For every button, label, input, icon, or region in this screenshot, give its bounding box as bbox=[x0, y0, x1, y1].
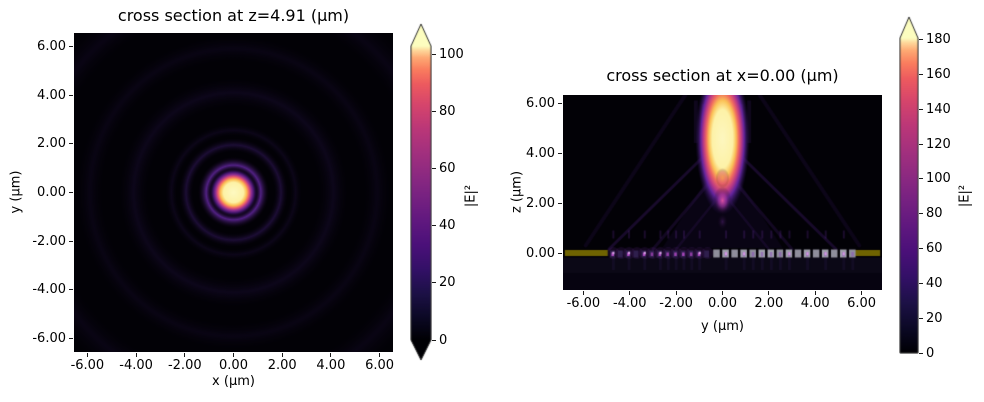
x-tick-label: 6.00 bbox=[365, 358, 395, 373]
y-tick-mark bbox=[558, 202, 562, 204]
colorbar-tick-label: 20 bbox=[926, 310, 943, 326]
colorbar-tick-label: 80 bbox=[439, 104, 456, 120]
colorbar-tick-label: 0 bbox=[439, 332, 448, 348]
x-axis-label-left: x (μm) bbox=[212, 374, 255, 389]
x-tick-mark bbox=[281, 353, 283, 357]
y-tick-label: 4.00 bbox=[37, 87, 66, 103]
colorbar-tick-mark bbox=[919, 213, 923, 215]
y-tick-mark bbox=[69, 94, 73, 96]
y-tick-mark bbox=[69, 192, 73, 193]
colorbar-label-left: |E|² bbox=[463, 184, 479, 208]
x-tick-mark bbox=[861, 291, 863, 295]
y-tick-label: -2.00 bbox=[32, 233, 66, 249]
colorbar-tick-mark bbox=[432, 282, 436, 284]
y-tick-label: 0.00 bbox=[526, 245, 555, 261]
colorbar-tick-label: 100 bbox=[926, 171, 951, 187]
x-tick-label: 6.00 bbox=[847, 296, 877, 311]
y-tick-label: -4.00 bbox=[32, 282, 66, 298]
x-tick-mark bbox=[135, 353, 137, 357]
colorbar-tick-label: 60 bbox=[926, 241, 943, 257]
y-tick-mark bbox=[69, 338, 73, 340]
x-tick-label: -4.00 bbox=[612, 296, 647, 311]
y-tick-mark bbox=[69, 240, 73, 242]
colorbar-tick-mark bbox=[919, 143, 923, 145]
x-tick-label: -2.00 bbox=[659, 296, 693, 311]
colorbar-tick-mark bbox=[919, 248, 923, 250]
colorbar-tick-mark bbox=[919, 178, 923, 180]
x-tick-mark bbox=[330, 353, 332, 357]
colorbar-tick-mark bbox=[919, 74, 923, 76]
colorbar-label-right: |E|² bbox=[957, 184, 973, 208]
x-tick-label: -2.00 bbox=[167, 358, 202, 373]
y-tick-label: -6.00 bbox=[32, 331, 66, 347]
colorbar-tick-mark bbox=[432, 54, 436, 56]
colorbar-tick-label: 80 bbox=[926, 206, 943, 222]
y-tick-label: 6.00 bbox=[37, 38, 66, 54]
colorbar-tick-label: 100 bbox=[439, 47, 464, 63]
x-tick-mark bbox=[582, 291, 584, 295]
colorbar-tick-label: 180 bbox=[926, 32, 951, 48]
y-tick-label: 0.00 bbox=[37, 185, 66, 200]
heatmap-xy-cross-section bbox=[74, 33, 393, 352]
colorbar-tick-label: 60 bbox=[439, 161, 456, 177]
chart-title-left: cross section at z=4.91 (μm) bbox=[117, 6, 350, 25]
colorbar-tick-mark bbox=[919, 282, 923, 284]
x-tick-label: 4.00 bbox=[316, 358, 346, 373]
colorbar-tick-mark bbox=[432, 225, 436, 227]
colorbar-tick-label: 140 bbox=[926, 101, 951, 117]
colorbar bbox=[410, 23, 432, 361]
y-tick-label: 2.00 bbox=[526, 195, 555, 211]
colorbar-tick-label: 40 bbox=[926, 275, 943, 291]
x-tick-label: -4.00 bbox=[119, 358, 153, 373]
y-tick-mark bbox=[69, 143, 73, 145]
x-tick-label: 4.00 bbox=[800, 296, 830, 311]
y-tick-mark bbox=[558, 152, 562, 154]
x-tick-mark bbox=[86, 353, 88, 357]
y-tick-mark bbox=[558, 102, 562, 104]
y-tick-label: 6.00 bbox=[526, 95, 555, 111]
chart-title-right: cross section at x=0.00 (μm) bbox=[606, 66, 839, 85]
x-tick-mark bbox=[814, 291, 816, 295]
y-tick-mark bbox=[69, 289, 73, 291]
colorbar bbox=[899, 16, 919, 354]
x-axis-label-right: y (μm) bbox=[701, 319, 744, 334]
x-tick-mark bbox=[629, 291, 631, 295]
x-tick-label: -6.00 bbox=[70, 358, 105, 373]
x-tick-label: -6.00 bbox=[566, 296, 601, 311]
x-tick-mark bbox=[184, 353, 186, 357]
colorbar-tick-mark bbox=[919, 352, 923, 354]
x-tick-label: 0.00 bbox=[708, 296, 737, 311]
colorbar-tick-mark bbox=[432, 111, 436, 113]
heatmap-yz-cross-section bbox=[563, 95, 882, 290]
colorbar-tick-mark bbox=[919, 108, 923, 110]
x-tick-label: 2.00 bbox=[754, 296, 784, 311]
colorbar-tick-mark bbox=[432, 339, 436, 341]
y-tick-label: 4.00 bbox=[526, 145, 555, 161]
x-tick-mark bbox=[722, 291, 723, 295]
x-tick-mark bbox=[768, 291, 770, 295]
x-tick-mark bbox=[675, 291, 677, 295]
colorbar-tick-label: 0 bbox=[926, 345, 935, 361]
x-tick-label: 0.00 bbox=[219, 358, 248, 373]
y-tick-label: 2.00 bbox=[37, 136, 66, 152]
x-tick-mark bbox=[379, 353, 381, 357]
x-tick-mark bbox=[233, 353, 234, 357]
colorbar-tick-mark bbox=[919, 39, 923, 41]
x-tick-label: 2.00 bbox=[267, 358, 297, 373]
colorbar-tick-label: 40 bbox=[439, 218, 456, 234]
colorbar-tick-mark bbox=[919, 317, 923, 319]
colorbar-tick-label: 160 bbox=[926, 67, 951, 83]
colorbar-tick-label: 20 bbox=[439, 275, 456, 291]
colorbar-tick-mark bbox=[432, 168, 436, 170]
colorbar-tick-label: 120 bbox=[926, 136, 951, 152]
y-tick-mark bbox=[558, 252, 562, 254]
y-tick-mark bbox=[69, 45, 73, 47]
